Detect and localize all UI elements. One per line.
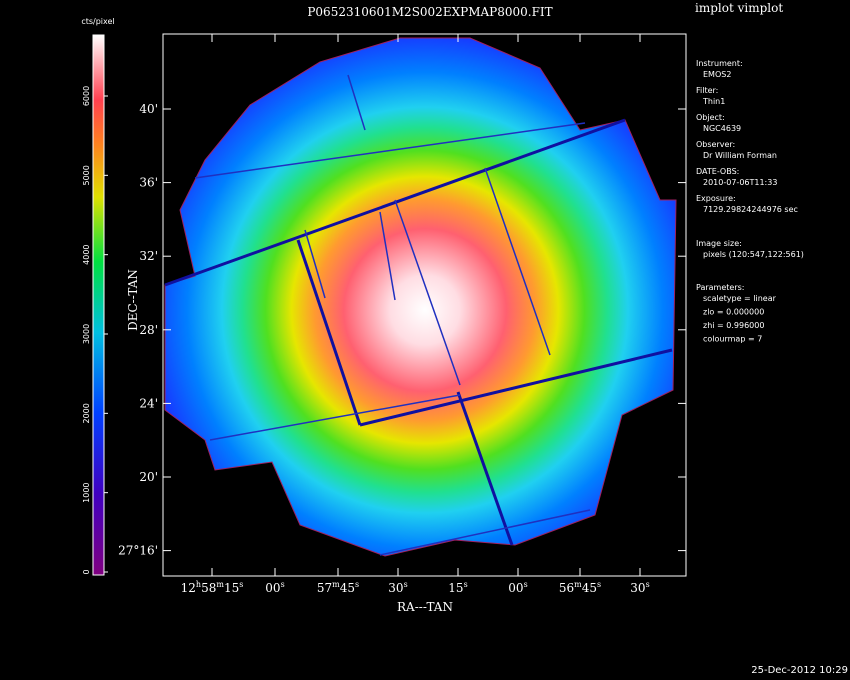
- detector-gap: [379, 211, 396, 301]
- detector-gap: [484, 167, 551, 356]
- number-part: 12: [181, 581, 196, 595]
- info-key: Instrument:: [696, 59, 743, 68]
- number-part: 00: [508, 581, 523, 595]
- unit-superscript: s: [464, 580, 468, 589]
- unit-superscript: s: [404, 580, 408, 589]
- number-part: 00: [265, 581, 280, 595]
- y-tick-label: 24': [139, 396, 158, 410]
- y-tick-label: 40': [139, 102, 158, 116]
- x-tick-label: 30s: [388, 580, 407, 595]
- plot-title: P0652310601M2S002EXPMAP8000.FIT: [307, 5, 552, 19]
- y-tick-label: 20': [139, 470, 158, 484]
- x-axis-title: RA---TAN: [397, 600, 453, 614]
- info-value: colourmap = 7: [703, 335, 762, 344]
- exposure-map: [164, 37, 677, 557]
- info-key: Object:: [696, 113, 725, 122]
- image-region: [164, 37, 677, 557]
- number-part: 15: [448, 581, 463, 595]
- y-tick-label: 28': [139, 323, 158, 337]
- info-value: zlo = 0.000000: [703, 308, 764, 317]
- detector-gap: [347, 74, 366, 131]
- info-key: Parameters:: [696, 283, 744, 292]
- detector-gap: [209, 394, 461, 441]
- info-key: Observer:: [696, 140, 735, 149]
- unit-superscript: s: [597, 580, 601, 589]
- colorbar-tick-label: 3000: [82, 324, 91, 344]
- x-tick-label: 15s: [448, 580, 467, 595]
- info-value: Dr William Forman: [703, 151, 777, 160]
- number-part: 30: [630, 581, 645, 595]
- detector-gap: [304, 229, 326, 299]
- x-tick-label: 00s: [265, 580, 284, 595]
- detector-gap: [194, 122, 586, 179]
- y-tick-label: 32': [139, 249, 158, 263]
- detector-gap: [164, 118, 626, 287]
- number-part: 57: [317, 581, 332, 595]
- colorbar-tick-label: 1000: [82, 482, 91, 502]
- unit-superscript: m: [332, 580, 340, 589]
- info-value: scaletype = linear: [703, 294, 777, 303]
- unit-superscript: s: [524, 580, 528, 589]
- info-key: Image size:: [696, 239, 742, 248]
- tool-name: implot vimplot: [695, 1, 783, 15]
- colorbar-label: cts/pixel: [81, 17, 114, 26]
- number-part: 45: [340, 581, 355, 595]
- unit-superscript: s: [355, 580, 359, 589]
- number-part: 30: [388, 581, 403, 595]
- number-part: 56: [559, 581, 574, 595]
- colorbar-tick-label: 4000: [82, 244, 91, 264]
- x-tick-label: 00s: [508, 580, 527, 595]
- info-value: pixels (120:547,122:561): [703, 250, 804, 259]
- colorbar-tick-label: 2000: [82, 403, 91, 423]
- colorbar: [92, 34, 105, 576]
- number-part: 58: [201, 581, 216, 595]
- colorbar-tick-label: 5000: [82, 165, 91, 185]
- unit-superscript: h: [196, 580, 201, 589]
- unit-superscript: s: [646, 580, 650, 589]
- info-value: zhi = 0.996000: [703, 321, 764, 330]
- x-tick-label: 57m45s: [317, 580, 359, 595]
- info-value: 7129.29824244976 sec: [703, 205, 798, 214]
- colorbar-tick-label: 0: [82, 569, 91, 574]
- unit-superscript: m: [574, 580, 582, 589]
- info-key: Filter:: [696, 86, 718, 95]
- detector-gap: [379, 509, 591, 556]
- unit-superscript: s: [239, 580, 243, 589]
- info-value: NGC4639: [703, 124, 741, 133]
- detector-gap: [359, 348, 673, 427]
- info-value: Thin1: [702, 97, 725, 106]
- y-axis-title: DEC--TAN: [126, 269, 140, 331]
- timestamp: 25-Dec-2012 10:29: [751, 665, 848, 676]
- detector-gap: [456, 391, 514, 546]
- detector-gap: [394, 199, 461, 386]
- info-value: EMOS2: [703, 70, 731, 79]
- unit-superscript: m: [216, 580, 224, 589]
- info-key: Exposure:: [696, 194, 736, 203]
- info-key: DATE-OBS:: [696, 167, 739, 176]
- info-value: 2010-07-06T11:33: [703, 178, 777, 187]
- x-tick-label: 30s: [630, 580, 649, 595]
- number-part: 15: [224, 581, 239, 595]
- x-tick-label: 12h58m15s: [181, 580, 244, 595]
- y-tick-label: 36': [139, 176, 158, 190]
- plot-frame: [162, 33, 687, 577]
- detector-gap: [296, 239, 362, 426]
- number-part: 45: [582, 581, 597, 595]
- colorbar-tick-label: 6000: [82, 86, 91, 106]
- y-tick-label: 27°16': [118, 544, 158, 558]
- x-tick-label: 56m45s: [559, 580, 601, 595]
- unit-superscript: s: [281, 580, 285, 589]
